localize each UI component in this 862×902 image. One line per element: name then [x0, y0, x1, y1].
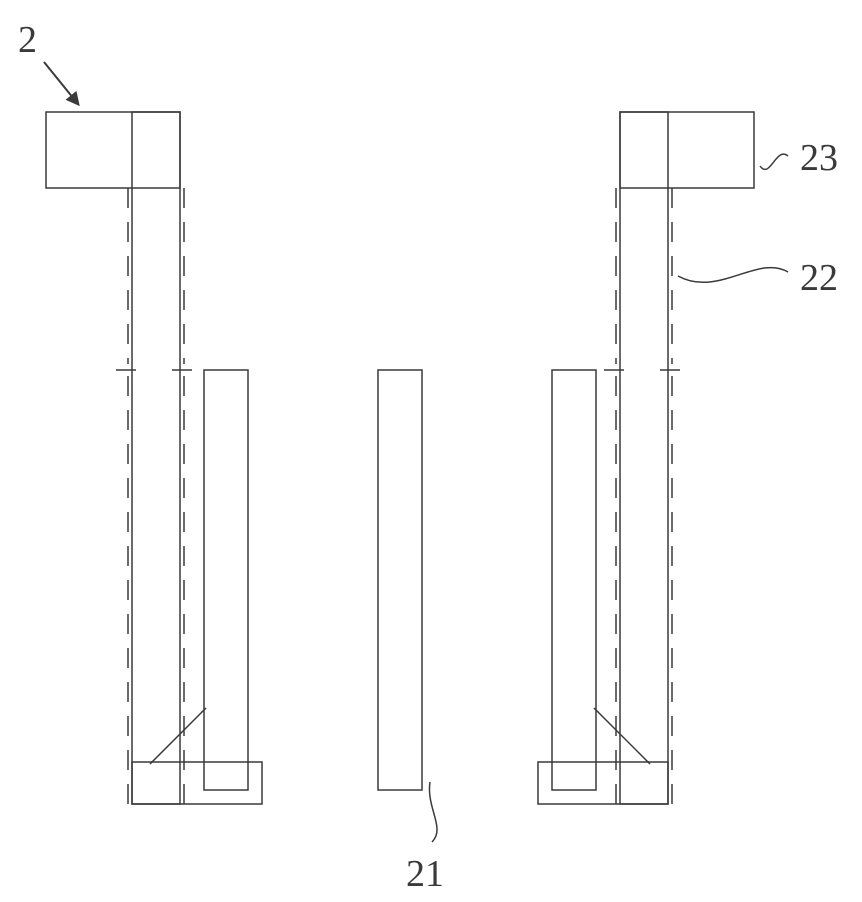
diagonal-brace [594, 708, 650, 764]
callout-lead-22 [678, 268, 788, 283]
callout-label-23: 23 [800, 137, 838, 179]
inner-column [378, 370, 422, 790]
top-block [46, 112, 180, 188]
inner-column [204, 370, 248, 790]
main-ref-arrow [44, 62, 78, 104]
callout-lead-23 [760, 154, 788, 169]
inner-column [552, 370, 596, 790]
diagonal-brace [150, 708, 206, 764]
outer-column [620, 112, 668, 804]
callout-label-22: 22 [800, 257, 838, 299]
main-ref-label: 2 [18, 19, 37, 61]
foot-block [538, 762, 668, 804]
foot-block [132, 762, 262, 804]
callout-lead-21 [429, 782, 437, 842]
outer-column [132, 112, 180, 804]
top-block [620, 112, 754, 188]
callout-label-21: 21 [406, 853, 444, 895]
